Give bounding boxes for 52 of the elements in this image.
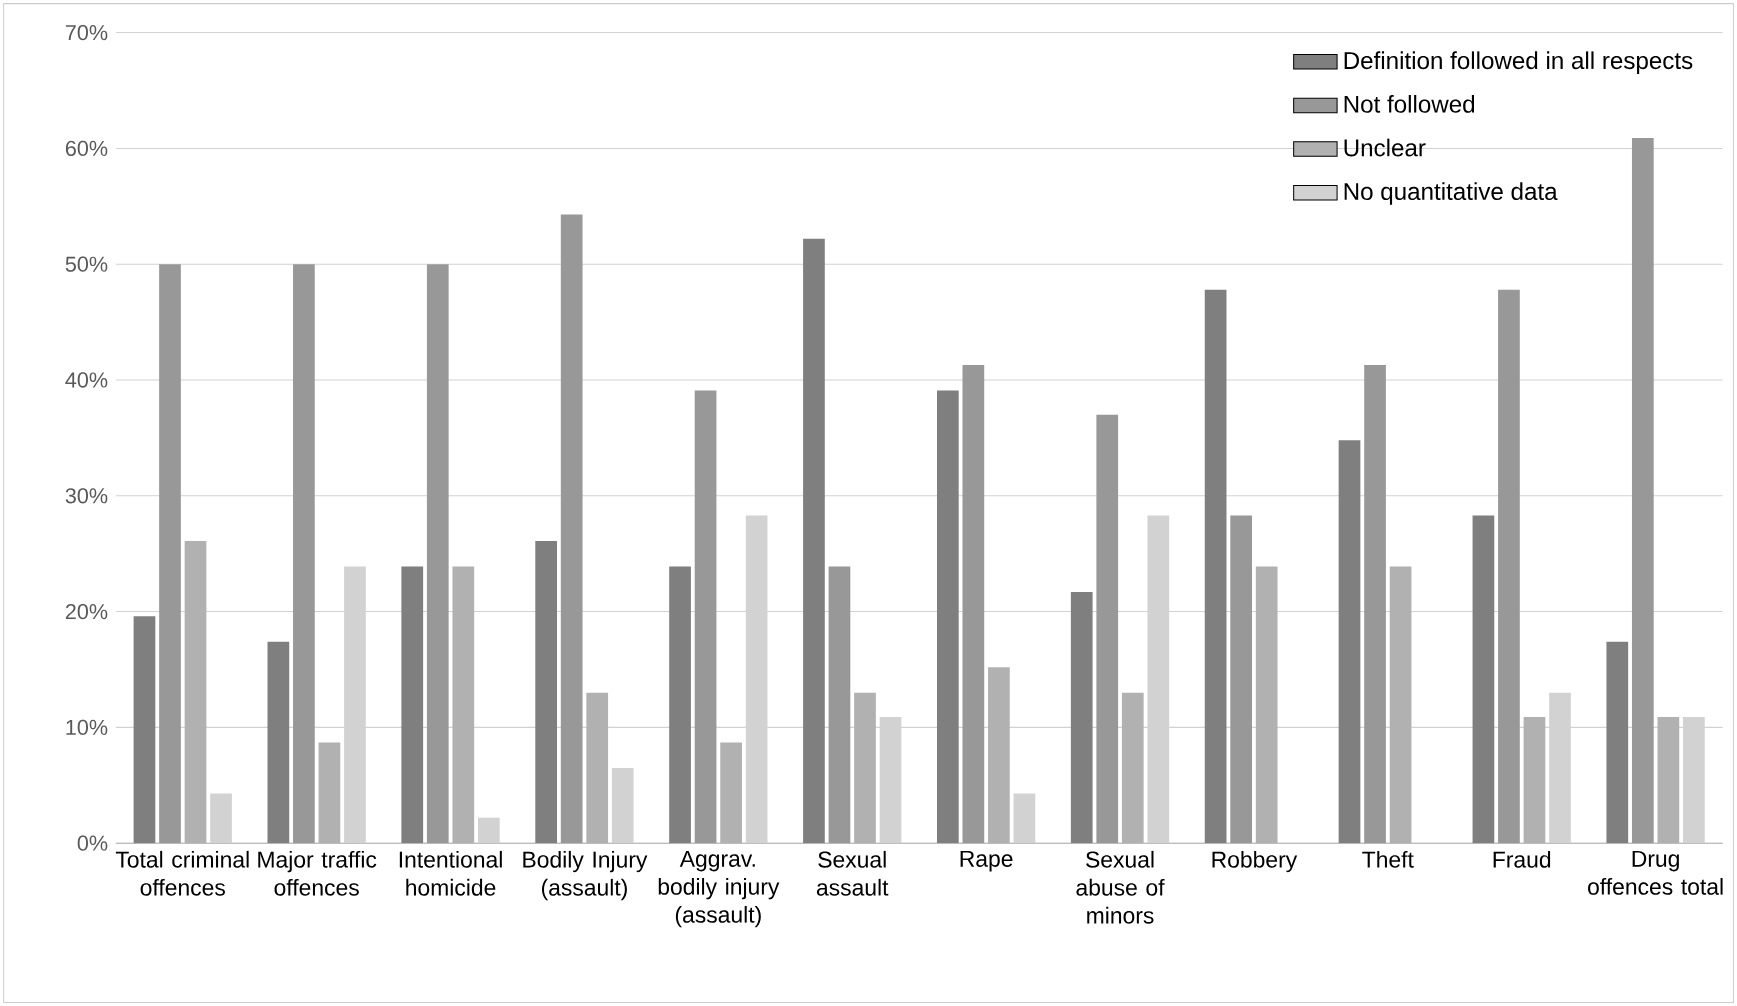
x-tick-label: Intentional homicide xyxy=(399,850,502,896)
bar xyxy=(1338,440,1361,844)
y-tick-label: 60% xyxy=(65,140,108,157)
x-tick-label: Sexual abuse of minors xyxy=(1076,850,1165,924)
bar xyxy=(1631,137,1654,844)
bar xyxy=(293,264,315,844)
y-tick-label: 40% xyxy=(65,372,108,388)
bar xyxy=(477,817,500,844)
bar xyxy=(1498,289,1520,844)
bar xyxy=(560,214,583,844)
bar xyxy=(1606,641,1629,844)
bar xyxy=(1013,793,1036,844)
x-tick-label: Bodily Injury (assault) xyxy=(523,850,648,901)
y-tick-label: 0% xyxy=(77,835,108,851)
bar xyxy=(803,238,825,844)
legend-label: Unclear xyxy=(1344,138,1426,157)
x-tick-label: Drug offences total xyxy=(1588,850,1723,895)
bar xyxy=(936,390,959,844)
legend-label: Not followed xyxy=(1344,95,1475,113)
x-tick-label: Fraud xyxy=(1493,850,1551,868)
bar xyxy=(828,566,851,844)
y-tick-label: 20% xyxy=(65,603,108,620)
y-tick-label: 30% xyxy=(65,488,108,504)
bar xyxy=(1364,364,1386,844)
bar xyxy=(1472,515,1495,844)
bar xyxy=(535,540,558,844)
x-tick-label: Major traffic offences xyxy=(258,850,377,896)
bar xyxy=(669,566,691,844)
legend-label: No quantitative data xyxy=(1344,182,1558,205)
bar xyxy=(267,641,290,844)
bar xyxy=(1070,591,1093,844)
x-tick-label: Rape xyxy=(960,850,1013,872)
bar xyxy=(1230,515,1252,844)
bar xyxy=(611,767,634,844)
bar xyxy=(1204,289,1227,844)
bar xyxy=(159,264,181,844)
y-tick-label: 50% xyxy=(65,256,108,272)
bar xyxy=(426,264,449,844)
legend-label: Definition followed in all respects xyxy=(1344,51,1693,74)
bar xyxy=(401,566,424,844)
x-tick-label: Aggrav. bodily injury (assault) xyxy=(658,850,780,928)
y-tick-label: 70% xyxy=(65,24,108,41)
bar xyxy=(1096,414,1119,844)
bar xyxy=(962,364,985,844)
bar xyxy=(694,390,717,844)
bar xyxy=(133,616,156,844)
x-tick-label: Sexual assault xyxy=(816,850,889,896)
x-tick-label: Total criminal offences xyxy=(115,850,249,896)
y-tick-label: 10% xyxy=(66,719,108,736)
x-tick-label: Robbery xyxy=(1212,850,1298,873)
x-tick-label: Theft xyxy=(1362,850,1414,868)
bar xyxy=(210,793,232,844)
